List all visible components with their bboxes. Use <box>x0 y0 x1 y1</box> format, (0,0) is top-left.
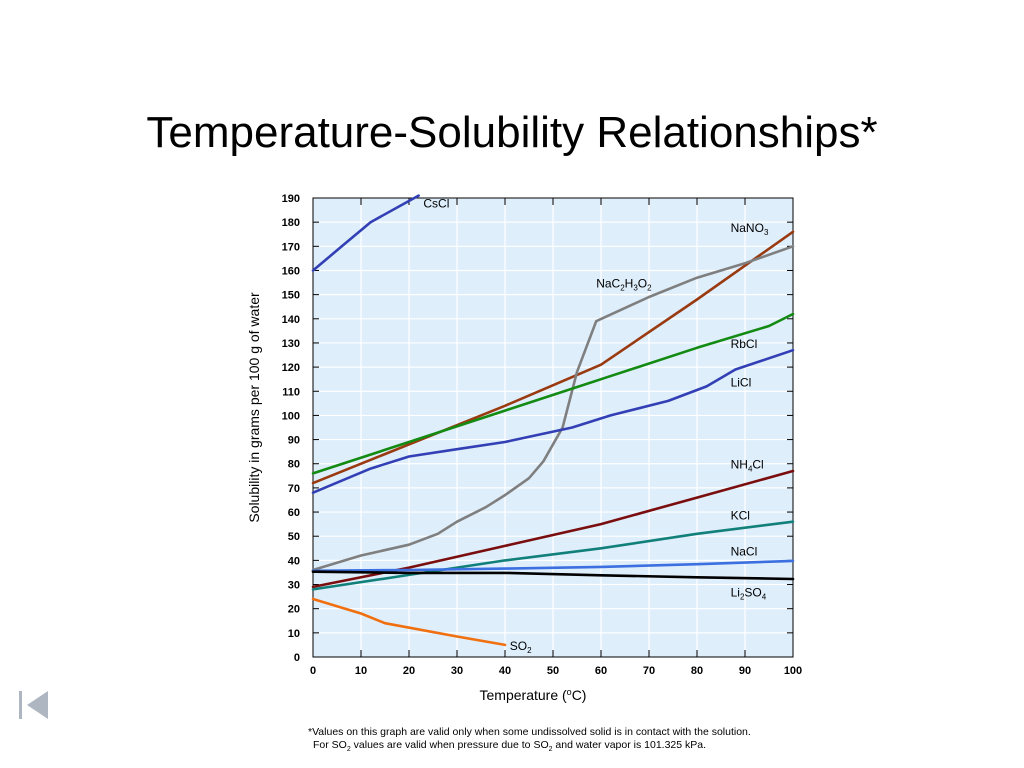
series-label-licl: LiCl <box>731 375 752 389</box>
x-tick-label: 50 <box>547 665 559 677</box>
footnote-line-2-sub2: 2 <box>548 746 553 754</box>
x-tick-label: 80 <box>691 665 703 677</box>
series-line-nacl <box>311 559 795 573</box>
footnote-line-2-sub1: 2 <box>346 746 351 754</box>
x-axis-title-part: Temperature ( <box>480 687 567 703</box>
x-axis-title-part: C) <box>572 687 587 703</box>
series-label-nh4cl: NH4Cl <box>731 458 764 474</box>
series-label-li2so4: Li2SO4 <box>731 586 767 602</box>
series-label-part: Li <box>731 586 740 600</box>
y-tick-label: 150 <box>282 290 300 302</box>
series-line-kcl <box>311 520 795 591</box>
y-tick-label: 190 <box>282 193 300 205</box>
series-label-part: H <box>625 276 634 290</box>
series-label-nacl: NaCl <box>731 545 758 559</box>
x-tick-label: 100 <box>784 665 802 677</box>
x-tick-label: 0 <box>310 665 316 677</box>
y-tick-label: 30 <box>288 580 300 592</box>
series-label-kcl: KCl <box>731 508 750 522</box>
footnote-line-1: *Values on this graph are valid only whe… <box>308 726 751 738</box>
series-label-part: 2 <box>740 593 745 602</box>
y-tick-label: 180 <box>282 217 300 229</box>
y-tick-label: 60 <box>288 507 300 519</box>
y-tick-label: 100 <box>282 410 300 422</box>
series-label-part: 2 <box>647 283 652 292</box>
x-tick-label: 60 <box>595 665 607 677</box>
y-tick-label: 160 <box>282 265 300 277</box>
series-label-part: NH <box>731 458 748 472</box>
footnote-line-2: For SO2 values are valid when pressure d… <box>308 739 751 756</box>
series-label-part: 3 <box>633 283 638 292</box>
footnote-line-2-mid: values are valid when pressure due to SO <box>350 739 549 751</box>
series-label-part: NaC <box>596 276 620 290</box>
first-slide-icon[interactable] <box>18 690 50 720</box>
y-tick-label: 10 <box>288 628 300 640</box>
x-axis-title: Temperature (oC) <box>480 687 587 703</box>
x-tick-label: 70 <box>643 665 655 677</box>
series-label-nac2h3o2: NaC2H3O2 <box>596 276 652 292</box>
series-label-rbcl: RbCl <box>731 337 758 351</box>
x-tick-label: 30 <box>451 665 463 677</box>
series-line-cscl <box>311 194 420 272</box>
y-tick-label: 20 <box>288 604 300 616</box>
y-tick-label: 120 <box>282 362 300 374</box>
series-line-rbcl <box>311 312 795 475</box>
series-label-cscl: CsCl <box>423 197 449 211</box>
series-label-part: 2 <box>527 646 532 655</box>
y-tick-label: 40 <box>288 555 300 567</box>
series-label-part: NaNO <box>731 221 764 235</box>
series-label-part: LiCl <box>731 375 752 389</box>
series-label-part: 3 <box>764 228 769 237</box>
y-axis-title: Solubility in grams per 100 g of water <box>246 292 262 523</box>
y-tick-label: 0 <box>294 652 300 664</box>
y-tick-label: 170 <box>282 241 300 253</box>
series-label-part: SO <box>744 586 761 600</box>
series-label-nano3: NaNO3 <box>731 221 769 237</box>
y-tick-label: 130 <box>282 338 300 350</box>
series-label-part: RbCl <box>731 337 758 351</box>
x-tick-label: 20 <box>403 665 415 677</box>
series-line-nano3 <box>311 230 795 485</box>
series-label-so2: SO2 <box>510 639 532 655</box>
y-tick-label: 90 <box>288 435 300 447</box>
series-line-li2so4 <box>311 570 795 581</box>
slide-title: Temperature-Solubility Relationships* <box>146 108 878 157</box>
series-line-so2 <box>311 597 507 647</box>
series-line-licl <box>311 348 795 494</box>
series-line-nac2h3o2 <box>311 245 795 572</box>
x-tick-label: 90 <box>739 665 751 677</box>
series-label-part: 4 <box>748 465 753 474</box>
footnote-line-2-suffix: and water vapor is 101.325 kPa. <box>552 739 707 751</box>
series-label-part: SO <box>510 639 527 653</box>
series-label-part: 2 <box>620 283 625 292</box>
y-tick-label: 80 <box>288 459 300 471</box>
series-label-part: CsCl <box>423 197 449 211</box>
footnote: *Values on this graph are valid only whe… <box>308 726 751 756</box>
y-tick-label: 50 <box>288 531 300 543</box>
series-label-part: Cl <box>752 458 763 472</box>
y-tick-label: 110 <box>282 386 300 398</box>
x-tick-label: 40 <box>499 665 511 677</box>
footnote-line-2-prefix: For SO <box>313 739 347 751</box>
series-label-part: O <box>638 276 647 290</box>
y-tick-label: 140 <box>282 314 300 326</box>
series-label-part: KCl <box>731 508 750 522</box>
x-tick-label: 10 <box>355 665 367 677</box>
series-label-part: NaCl <box>731 545 758 559</box>
y-tick-label: 70 <box>288 483 300 495</box>
x-axis-title-superscript: o <box>567 687 572 697</box>
series-label-part: 4 <box>762 593 767 602</box>
